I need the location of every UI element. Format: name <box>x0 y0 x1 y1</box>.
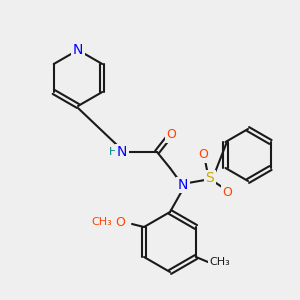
Text: O: O <box>115 215 125 229</box>
Text: O: O <box>222 187 232 200</box>
Text: N: N <box>178 178 188 192</box>
Text: CH₃: CH₃ <box>210 257 230 267</box>
Text: O: O <box>166 128 176 142</box>
Text: H: H <box>109 147 117 157</box>
Text: O: O <box>198 148 208 161</box>
Text: S: S <box>206 171 214 185</box>
Text: N: N <box>73 43 83 57</box>
Text: N: N <box>117 145 127 159</box>
Text: CH₃: CH₃ <box>92 217 112 227</box>
